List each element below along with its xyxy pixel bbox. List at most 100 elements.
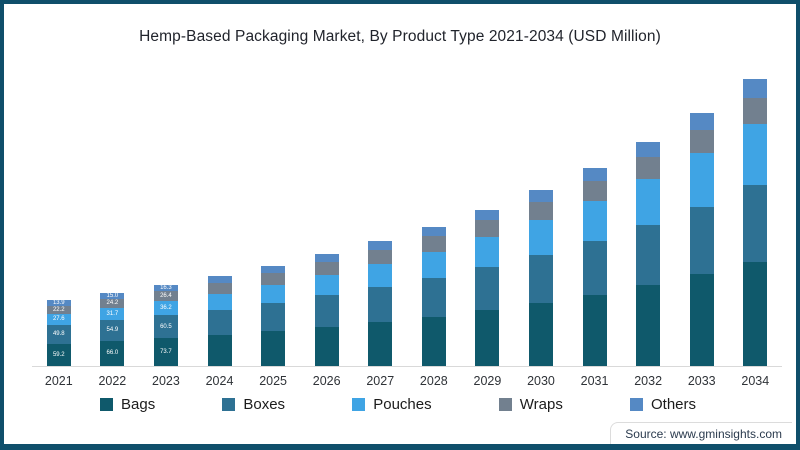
bar-segment-wraps-2030: [528, 202, 553, 221]
bar-segment-pouches-2024: [207, 293, 232, 310]
bar-segment-bags-2034: [743, 261, 768, 366]
bar-segment-boxes-2028: [421, 278, 446, 317]
bar-segment-boxes-2034: [743, 185, 768, 262]
bar-column-2025: [246, 74, 300, 366]
x-axis-label-2027: 2027: [366, 374, 395, 388]
stacked-bar-2024: [207, 276, 232, 366]
bar-segment-pouches-2029: [475, 237, 500, 268]
bar-column-2022: 15.0 24.2 31.7 54.9 66.0: [86, 74, 140, 366]
bar-segment-boxes-2023: 60.5: [153, 315, 178, 338]
bar-column-2030: [514, 74, 568, 366]
legend-item-boxes: Boxes: [222, 396, 285, 413]
legend-label-boxes: Boxes: [243, 396, 286, 413]
chart-title: Hemp-Based Packaging Market, By Product …: [139, 28, 661, 45]
bar-segment-pouches-2023: 36.2: [153, 301, 178, 315]
bar-segment-others-2031: [582, 167, 607, 182]
x-axis-labels: 2021 2022 2023 2024 2025 2026 2027 2028 2029 2030…: [32, 374, 782, 388]
legend-swatch-pouches: [352, 398, 366, 411]
legend-label-others: Others: [650, 396, 696, 413]
bar-segment-others-2024: [207, 276, 232, 284]
stacked-bar-2031: [582, 167, 607, 366]
bar-segment-bags-2031: [582, 294, 607, 366]
bar-segment-others-2022: 15.0: [100, 293, 125, 299]
bar-segment-bags-2021: 59.2: [46, 343, 71, 366]
bar-segment-others-2023: 16.3: [153, 285, 178, 292]
bar-segment-pouches-2026: [314, 275, 339, 296]
bar-segment-pouches-2028: [421, 251, 446, 279]
legend-swatch-others: [629, 398, 643, 411]
legend: Bags Boxes Pouches Wraps Others: [4, 396, 796, 413]
legend-item-others: Others: [629, 396, 696, 413]
bar-segment-boxes-2026: [314, 295, 339, 327]
x-axis-label-2023: 2023: [152, 374, 180, 388]
bar-segment-pouches-2033: [689, 153, 714, 207]
bar-segment-others-2026: [314, 253, 339, 263]
bar-column-2028: [407, 74, 461, 366]
stacked-bar-2027: [368, 240, 393, 366]
bar-column-2021: 13.9 22.2 27.6 49.8 59.2: [32, 74, 86, 366]
stacked-bar-2030: [528, 190, 553, 366]
x-axis-label-2033: 2033: [687, 374, 716, 388]
legend-item-bags: Bags: [100, 396, 155, 413]
stacked-bar-2023: 16.3 26.4 36.2 60.5 73.7: [153, 285, 178, 366]
source-attribution: Source: www.gminsights.com: [610, 422, 792, 444]
bar-segment-wraps-2032: [636, 156, 661, 179]
x-axis-label-2026: 2026: [312, 374, 341, 388]
x-axis-label-2024: 2024: [205, 374, 234, 388]
bar-segment-bags-2029: [475, 310, 500, 366]
bar-segment-pouches-2030: [528, 220, 553, 256]
bar-segment-others-2029: [475, 209, 500, 221]
bar-segment-boxes-2031: [582, 241, 607, 295]
bars-plot-area: 13.9 22.2 27.6 49.8 59.2 15.0 24.2 31.7 54.9 66.0…: [32, 74, 782, 367]
stacked-bar-2025: [261, 265, 286, 366]
bar-segment-bags-2030: [528, 303, 553, 366]
bar-segment-wraps-2024: [207, 283, 232, 294]
bar-segment-others-2034: [743, 78, 768, 98]
bar-column-2029: [461, 74, 515, 366]
bar-segment-bags-2023: 73.7: [153, 338, 178, 366]
legend-label-pouches: Pouches: [373, 396, 432, 413]
chart-area: 13.9 22.2 27.6 49.8 59.2 15.0 24.2 31.7 54.9 66.0…: [32, 74, 782, 388]
bar-segment-wraps-2028: [421, 236, 446, 252]
bar-segment-pouches-2034: [743, 123, 768, 186]
bar-segment-pouches-2027: [368, 263, 393, 288]
bar-column-2027: [353, 74, 407, 366]
x-axis-label-2029: 2029: [473, 374, 502, 388]
bar-column-2033: [675, 74, 729, 366]
bar-segment-bags-2028: [421, 316, 446, 366]
bar-segment-others-2033: [689, 112, 714, 130]
stacked-bar-2021: 13.9 22.2 27.6 49.8 59.2: [46, 300, 71, 366]
bar-column-2023: 16.3 26.4 36.2 60.5 73.7: [139, 74, 193, 366]
bar-segment-pouches-2032: [636, 178, 661, 225]
stacked-bar-2029: [475, 209, 500, 366]
bar-segment-bags-2026: [314, 326, 339, 366]
legend-swatch-boxes: [222, 398, 236, 411]
bar-segment-boxes-2024: [207, 309, 232, 335]
bar-segment-others-2027: [368, 240, 393, 250]
bar-segment-pouches-2025: [261, 284, 286, 303]
bar-segment-others-2028: [421, 226, 446, 237]
bar-segment-pouches-2021: 27.6: [46, 314, 71, 325]
stacked-bar-2032: [636, 141, 661, 366]
legend-item-wraps: Wraps: [498, 396, 563, 413]
bar-segment-bags-2022: 66.0: [100, 340, 125, 366]
bar-column-2032: [621, 74, 675, 366]
bar-segment-boxes-2033: [689, 206, 714, 275]
bar-segment-boxes-2030: [528, 255, 553, 304]
x-axis-label-2034: 2034: [741, 374, 770, 388]
bar-segment-wraps-2025: [261, 273, 286, 285]
bar-segment-wraps-2021: 22.2: [46, 305, 71, 315]
bar-column-2026: [300, 74, 354, 366]
bar-segment-wraps-2023: 26.4: [153, 291, 178, 302]
x-axis-label-2022: 2022: [98, 374, 127, 388]
stacked-bar-2028: [421, 226, 446, 366]
bar-segment-boxes-2032: [636, 224, 661, 286]
x-axis-label-2021: 2021: [44, 374, 73, 388]
bar-segment-others-2032: [636, 141, 661, 157]
bar-segment-others-2025: [261, 265, 286, 274]
bar-segment-pouches-2031: [582, 200, 607, 242]
bar-segment-wraps-2033: [689, 129, 714, 154]
bar-column-2024: [193, 74, 247, 366]
legend-item-pouches: Pouches: [352, 396, 432, 413]
bar-segment-bags-2032: [636, 285, 661, 366]
